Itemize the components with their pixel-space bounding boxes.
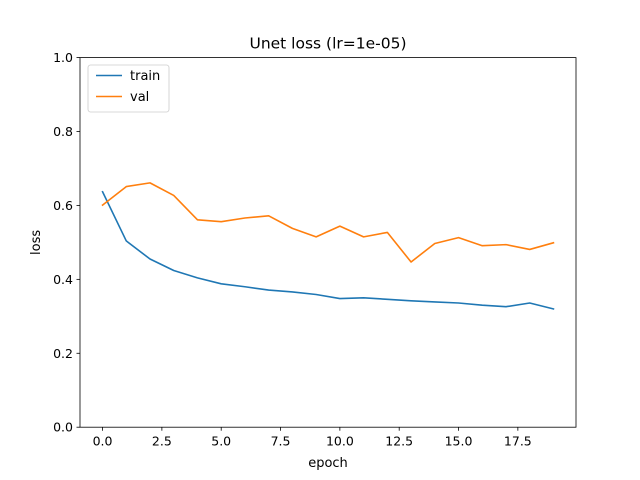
y-tick-label: 0.2: [53, 346, 73, 361]
x-tick-label: 7.5: [271, 434, 291, 449]
y-tick-label: 0.0: [53, 420, 73, 435]
legend: train val: [87, 64, 170, 113]
legend-label-train: train: [130, 69, 160, 84]
y-tick-label: 0.8: [53, 124, 73, 139]
x-axis-title: epoch: [308, 456, 348, 471]
y-axis-title: loss: [29, 230, 44, 255]
x-tick-label: 2.5: [152, 434, 172, 449]
series-line-train: [101, 190, 555, 310]
x-axis-ticks: 0.0 2.5 5.0 7.5 10.0 12.5 15.0 17.5: [93, 427, 532, 449]
plot-area-frame: [79, 57, 577, 428]
x-tick-label: 15.0: [445, 434, 473, 449]
x-tick-label: 0.0: [93, 434, 113, 449]
y-axis-ticks: 0.0 0.2 0.4 0.6 0.8 1.0: [53, 50, 80, 435]
y-tick-label: 1.0: [53, 50, 73, 65]
y-tick-label: 0.6: [53, 198, 73, 213]
chart-title: Unet loss (lr=1e-05): [249, 35, 406, 53]
series-line-val: [101, 182, 555, 263]
series-lines: [101, 182, 555, 310]
y-tick-label: 0.4: [53, 272, 73, 287]
x-tick-label: 17.5: [504, 434, 532, 449]
legend-label-val: val: [130, 90, 149, 105]
x-tick-label: 5.0: [211, 434, 231, 449]
x-tick-label: 12.5: [385, 434, 413, 449]
legend-box: [87, 64, 170, 113]
x-tick-label: 10.0: [326, 434, 354, 449]
